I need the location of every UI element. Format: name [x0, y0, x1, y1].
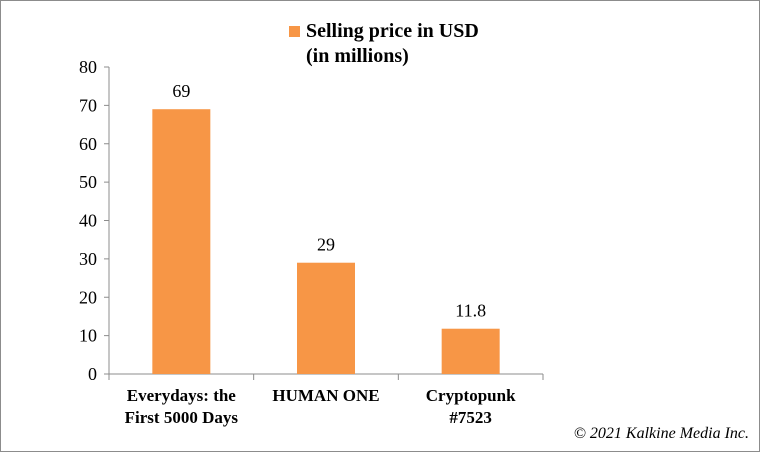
y-tick-label: 20 — [79, 287, 97, 307]
x-category-label: HUMAN ONE — [272, 386, 379, 405]
y-tick-label: 10 — [79, 326, 97, 346]
y-tick-label: 40 — [79, 211, 97, 231]
data-label: 11.8 — [455, 301, 486, 321]
bar — [297, 262, 355, 374]
bar — [441, 328, 500, 374]
x-category-label: Everydays: the — [127, 386, 237, 405]
legend: Selling price in USD (in millions) — [289, 19, 479, 69]
copyright-text: © 2021 Kalkine Media Inc. — [573, 425, 749, 442]
y-tick-label: 80 — [79, 57, 97, 77]
legend-swatch — [289, 26, 300, 37]
bar — [152, 109, 211, 375]
x-category-label: Cryptopunk — [426, 386, 516, 405]
legend-label: Selling price in USD (in millions) — [306, 20, 479, 67]
y-tick-label: 60 — [79, 134, 97, 154]
x-category-label: #7523 — [449, 408, 492, 427]
y-tick-label: 30 — [79, 249, 97, 269]
y-tick-label: 0 — [88, 364, 97, 384]
data-label: 69 — [172, 81, 190, 101]
x-category-label: First 5000 Days — [125, 408, 239, 427]
y-tick-label: 70 — [79, 95, 97, 115]
y-tick-label: 50 — [79, 172, 97, 192]
data-label: 29 — [317, 235, 335, 255]
